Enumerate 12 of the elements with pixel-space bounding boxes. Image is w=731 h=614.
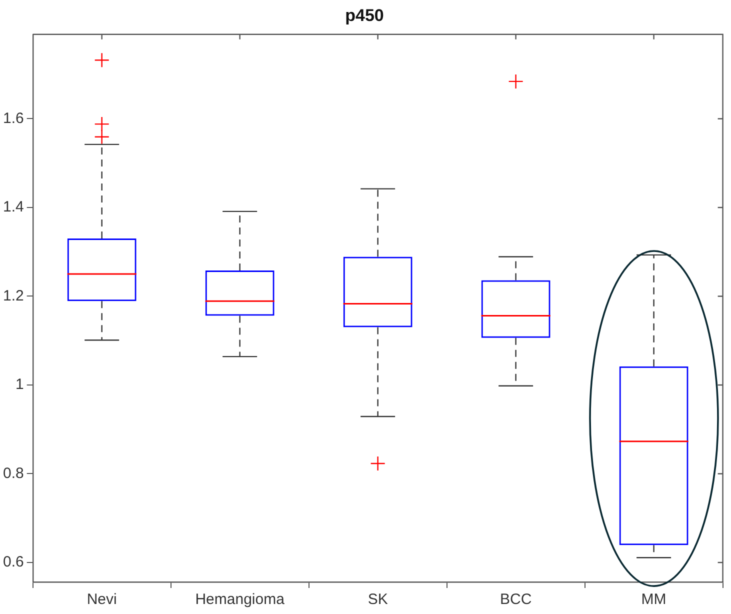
- chart-title: p450: [345, 6, 384, 25]
- y-tick-label: 1.6: [2, 110, 24, 127]
- x-tick-label: BCC: [500, 591, 532, 608]
- x-tick-label: SK: [368, 591, 388, 608]
- y-tick-label: 1.4: [2, 198, 24, 216]
- y-tick-label: 0.8: [2, 464, 24, 482]
- y-tick-label: 1.2: [2, 287, 24, 304]
- x-tick-label: Hemangioma: [195, 591, 286, 608]
- y-tick-label: 0.6: [2, 554, 24, 571]
- y-tick-label: 1: [16, 376, 24, 394]
- x-tick-label: MM: [641, 591, 666, 608]
- x-tick-label: Nevi: [86, 591, 117, 608]
